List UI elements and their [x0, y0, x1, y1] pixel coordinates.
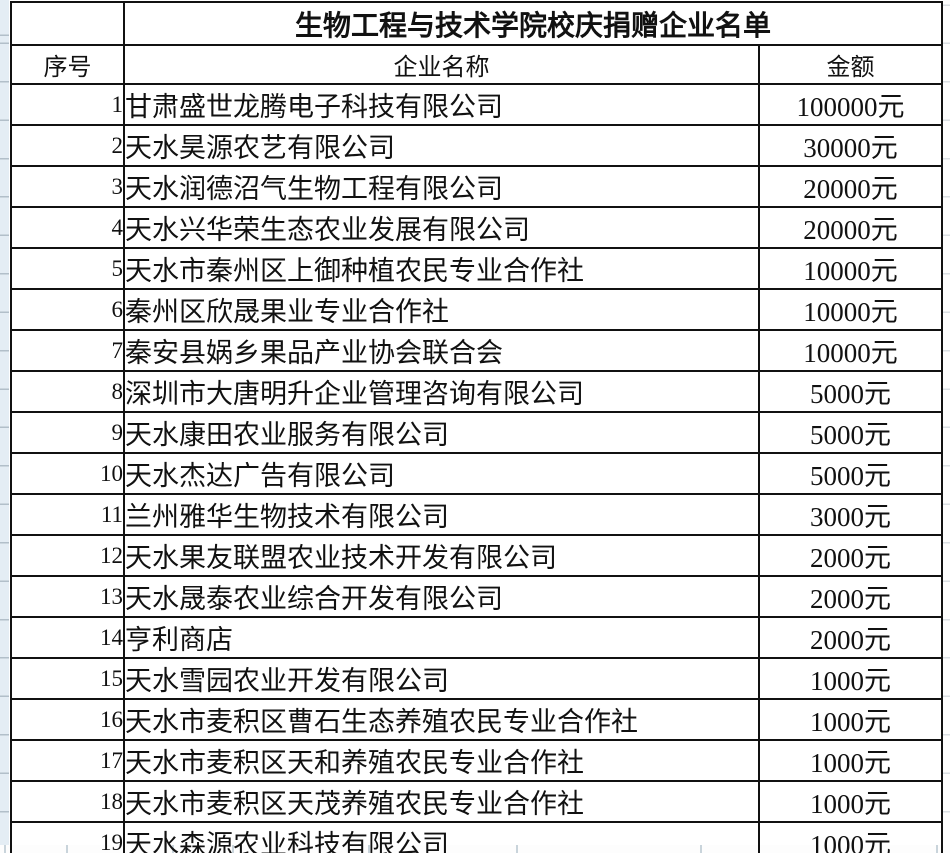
table-row: 14 亨利商店 2000元 — [10, 616, 944, 659]
row-no: 9 — [10, 411, 125, 454]
row-no: 16 — [10, 698, 125, 741]
row-no: 19 — [10, 821, 125, 853]
company-name: 天水康田农业服务有限公司 — [123, 411, 760, 454]
row-no: 10 — [10, 452, 125, 495]
title-row: 生物工程与技术学院校庆捐赠企业名单 — [10, 1, 944, 46]
left-gridline-strip — [0, 0, 9, 853]
donation-amount: 5000元 — [757, 370, 944, 413]
right-gridline-strip — [941, 0, 950, 845]
row-no: 1 — [10, 83, 125, 126]
company-name: 天水雪园农业开发有限公司 — [123, 657, 760, 700]
header-row: 序号 企业名称 金额 — [10, 44, 944, 85]
donation-amount: 1000元 — [757, 780, 944, 823]
company-name: 天水市麦积区天茂养殖农民专业合作社 — [123, 780, 760, 823]
company-name: 秦安县娲乡果品产业协会联合会 — [123, 329, 760, 372]
donation-amount: 3000元 — [757, 493, 944, 536]
company-name: 亨利商店 — [123, 616, 760, 659]
row-no: 5 — [10, 247, 125, 290]
row-no: 8 — [10, 370, 125, 413]
row-no: 2 — [10, 124, 125, 167]
row-no: 17 — [10, 739, 125, 782]
donation-table: 生物工程与技术学院校庆捐赠企业名单 序号 企业名称 金额 1 甘肃盛世龙腾电子科… — [10, 1, 944, 853]
donation-amount: 1000元 — [757, 657, 944, 700]
company-name: 天水市秦州区上御种植农民专业合作社 — [123, 247, 760, 290]
row-no: 6 — [10, 288, 125, 331]
table-row: 11 兰州雅华生物技术有限公司 3000元 — [10, 493, 944, 536]
donation-amount: 2000元 — [757, 616, 944, 659]
donation-amount: 5000元 — [757, 452, 944, 495]
donation-amount: 10000元 — [757, 247, 944, 290]
donation-amount: 10000元 — [757, 288, 944, 331]
company-name: 天水兴华荣生态农业发展有限公司 — [123, 206, 760, 249]
company-name: 天水杰达广告有限公司 — [123, 452, 760, 495]
page-title: 生物工程与技术学院校庆捐赠企业名单 — [122, 1, 944, 46]
donation-amount: 30000元 — [757, 124, 944, 167]
table-row: 4 天水兴华荣生态农业发展有限公司 20000元 — [10, 206, 944, 249]
donation-amount: 1000元 — [757, 821, 944, 853]
table-row: 12 天水果友联盟农业技术开发有限公司 2000元 — [10, 534, 944, 577]
company-name: 天水市麦积区天和养殖农民专业合作社 — [123, 739, 760, 782]
company-name: 深圳市大唐明升企业管理咨询有限公司 — [123, 370, 760, 413]
row-no: 14 — [10, 616, 125, 659]
table-row: 13 天水晟泰农业综合开发有限公司 2000元 — [10, 575, 944, 618]
table-row: 8 深圳市大唐明升企业管理咨询有限公司 5000元 — [10, 370, 944, 413]
donation-amount: 2000元 — [757, 575, 944, 618]
row-no: 12 — [10, 534, 125, 577]
company-name: 秦州区欣晟果业专业合作社 — [123, 288, 760, 331]
company-name: 天水晟泰农业综合开发有限公司 — [123, 575, 760, 618]
table-row: 10 天水杰达广告有限公司 5000元 — [10, 452, 944, 495]
table-row: 1 甘肃盛世龙腾电子科技有限公司 100000元 — [10, 83, 944, 126]
table-row: 18 天水市麦积区天茂养殖农民专业合作社 1000元 — [10, 780, 944, 823]
company-name: 甘肃盛世龙腾电子科技有限公司 — [123, 83, 760, 126]
row-no: 15 — [10, 657, 125, 700]
company-name: 兰州雅华生物技术有限公司 — [123, 493, 760, 536]
table-row: 5 天水市秦州区上御种植农民专业合作社 10000元 — [10, 247, 944, 290]
company-name: 天水森源农业科技有限公司 — [123, 821, 760, 853]
company-name: 天水果友联盟农业技术开发有限公司 — [123, 534, 760, 577]
col-header-company: 企业名称 — [123, 44, 760, 85]
table-row: 7 秦安县娲乡果品产业协会联合会 10000元 — [10, 329, 944, 372]
title-row-empty-cell — [10, 1, 125, 46]
row-no: 7 — [10, 329, 125, 372]
table-row: 2 天水昊源农艺有限公司 30000元 — [10, 124, 944, 167]
table-row: 3 天水润德沼气生物工程有限公司 20000元 — [10, 165, 944, 208]
row-no: 13 — [10, 575, 125, 618]
table-row: 9 天水康田农业服务有限公司 5000元 — [10, 411, 944, 454]
donation-amount: 5000元 — [757, 411, 944, 454]
col-header-amount: 金额 — [757, 44, 944, 85]
donation-amount: 1000元 — [757, 698, 944, 741]
donation-amount: 100000元 — [757, 83, 944, 126]
donation-amount: 20000元 — [757, 206, 944, 249]
donation-amount: 10000元 — [757, 329, 944, 372]
row-no: 3 — [10, 165, 125, 208]
table-row: 17 天水市麦积区天和养殖农民专业合作社 1000元 — [10, 739, 944, 782]
row-no: 4 — [10, 206, 125, 249]
company-name: 天水昊源农艺有限公司 — [123, 124, 760, 167]
table-row: 15 天水雪园农业开发有限公司 1000元 — [10, 657, 944, 700]
row-no: 18 — [10, 780, 125, 823]
table-row: 6 秦州区欣晟果业专业合作社 10000元 — [10, 288, 944, 331]
table-row: 19 天水森源农业科技有限公司 1000元 — [10, 821, 944, 853]
donation-amount: 20000元 — [757, 165, 944, 208]
donation-amount: 2000元 — [757, 534, 944, 577]
col-header-no: 序号 — [10, 44, 125, 85]
donation-amount: 1000元 — [757, 739, 944, 782]
row-no: 11 — [10, 493, 125, 536]
company-name: 天水润德沼气生物工程有限公司 — [123, 165, 760, 208]
table-row: 16 天水市麦积区曹石生态养殖农民专业合作社 1000元 — [10, 698, 944, 741]
company-name: 天水市麦积区曹石生态养殖农民专业合作社 — [123, 698, 760, 741]
